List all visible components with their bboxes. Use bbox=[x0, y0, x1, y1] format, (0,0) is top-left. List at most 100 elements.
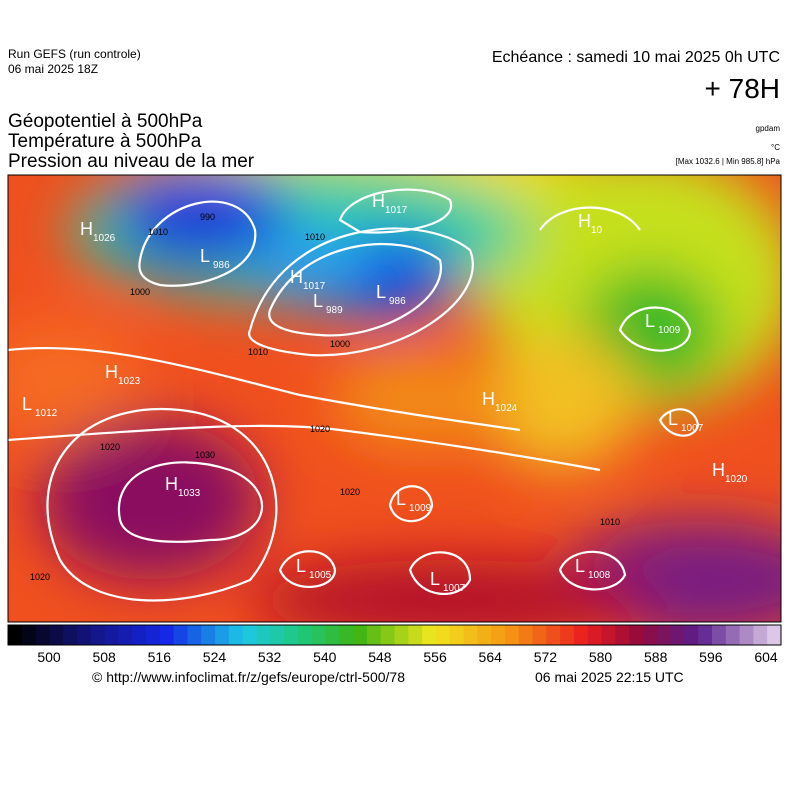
colorbar-swatch bbox=[394, 625, 409, 645]
colorbar-swatch bbox=[711, 625, 727, 645]
colorbar-tick-label: 516 bbox=[148, 649, 172, 665]
center-value: 1008 bbox=[588, 570, 611, 581]
run: Run GEFS (run controle) bbox=[8, 47, 141, 61]
center-letter: H bbox=[712, 460, 725, 480]
colorbar-swatch bbox=[573, 625, 589, 645]
center-letter: H bbox=[290, 267, 303, 287]
colorbar-swatch bbox=[629, 625, 644, 645]
colorbar-swatch bbox=[366, 625, 382, 645]
colorbar-swatch bbox=[670, 625, 685, 645]
center-letter: H bbox=[80, 219, 93, 239]
center-value: 1009 bbox=[658, 325, 681, 336]
center-value: 1009 bbox=[409, 503, 432, 514]
colorbar-swatch bbox=[270, 625, 285, 645]
colorbar-swatch bbox=[242, 625, 257, 645]
colorbar-swatch bbox=[435, 625, 451, 645]
colorbar-swatch bbox=[8, 625, 23, 645]
colorbar-swatch bbox=[491, 625, 506, 645]
colorbar-swatch bbox=[532, 625, 547, 645]
colorbar-swatch bbox=[297, 625, 313, 645]
colorbar-swatch bbox=[159, 625, 175, 645]
center-letter: H bbox=[372, 191, 385, 211]
colorbar-tick-label: 548 bbox=[368, 649, 392, 665]
colorbar: 500 508 516 524 532 540 548 556 564 572 580 588 596 6… bbox=[7, 624, 782, 665]
colorbar-swatch bbox=[684, 625, 699, 645]
colorbar-swatch bbox=[656, 625, 672, 645]
colorbar-tick-label: 524 bbox=[203, 649, 227, 665]
colorbar-swatch bbox=[504, 625, 520, 645]
isobar-label: 1030 bbox=[195, 450, 215, 460]
colorbar-swatch bbox=[353, 625, 368, 645]
colorbar-swatch bbox=[90, 625, 106, 645]
colorbar-swatch bbox=[422, 625, 437, 645]
map-frame bbox=[7, 174, 782, 623]
isobar-label: 1010 bbox=[248, 347, 268, 357]
unit: gpdam bbox=[756, 124, 781, 133]
center-letter: L bbox=[430, 569, 440, 589]
isobar-label: 1000 bbox=[330, 339, 350, 349]
center-value: 1005 bbox=[309, 570, 332, 581]
colorbar-swatch bbox=[518, 625, 534, 645]
center-value: 1017 bbox=[303, 281, 326, 292]
center-letter: L bbox=[313, 291, 323, 311]
colorbar-tick-label: 596 bbox=[699, 649, 723, 665]
colorbar-swatch bbox=[284, 625, 299, 645]
center-value: 1007 bbox=[681, 423, 704, 434]
center-letter: L bbox=[575, 556, 585, 576]
isobar-label: 990 bbox=[200, 212, 215, 222]
title: Température à 500hPa bbox=[8, 131, 202, 152]
center-letter: L bbox=[396, 489, 406, 509]
colorbar-swatch bbox=[408, 625, 423, 645]
isobar-label: 1010 bbox=[305, 232, 325, 242]
isobar-label: 1000 bbox=[130, 287, 150, 297]
colorbar-swatch bbox=[104, 625, 119, 645]
colorbar-swatch bbox=[380, 625, 395, 645]
colorbar-swatch bbox=[35, 625, 50, 645]
colorbar-tick-label: 604 bbox=[754, 649, 778, 665]
colorbar-swatch bbox=[77, 625, 92, 645]
colorbar-tick-label: 556 bbox=[423, 649, 447, 665]
center-value: 1023 bbox=[118, 376, 141, 387]
colorbar-swatch bbox=[449, 625, 465, 645]
colorbar-tick-label: 500 bbox=[37, 649, 61, 665]
lead-time: + 78H bbox=[705, 73, 781, 104]
center-value: 1012 bbox=[35, 408, 58, 419]
center-letter: H bbox=[105, 362, 118, 382]
colorbar-swatch bbox=[477, 625, 492, 645]
colorbar-swatch bbox=[587, 625, 603, 645]
colorbar-tick-label: 588 bbox=[644, 649, 668, 665]
center-letter: H bbox=[165, 474, 178, 494]
colorbar-swatch bbox=[642, 625, 658, 645]
isobar-label: 1020 bbox=[340, 487, 360, 497]
isobar-label: 1020 bbox=[30, 572, 50, 582]
colorbar-tick-label: 580 bbox=[589, 649, 613, 665]
colorbar-tick-label: 564 bbox=[479, 649, 503, 665]
colorbar-swatch bbox=[339, 625, 354, 645]
colorbar-swatch bbox=[63, 625, 78, 645]
center-letter: H bbox=[578, 211, 591, 231]
colorbar-swatch bbox=[118, 625, 133, 645]
colorbar-swatch bbox=[601, 625, 616, 645]
colorbar-swatch bbox=[725, 625, 741, 645]
colorbar-swatch bbox=[173, 625, 188, 645]
center-value: 989 bbox=[326, 305, 343, 316]
colorbar-swatch bbox=[132, 625, 147, 645]
colorbar-swatch bbox=[615, 625, 630, 645]
isobar-label: 1010 bbox=[148, 227, 168, 237]
colorbar-swatch bbox=[325, 625, 340, 645]
center-value: 1033 bbox=[178, 488, 201, 499]
colorbar-swatch bbox=[187, 625, 202, 645]
colorbar-swatch bbox=[546, 625, 561, 645]
run-date: 06 mai 2025 18Z bbox=[8, 62, 98, 76]
isobar-label: 1020 bbox=[310, 424, 330, 434]
colorbar-swatch bbox=[767, 625, 782, 645]
isobar-label: 1010 bbox=[600, 517, 620, 527]
colorbar-swatch bbox=[49, 625, 64, 645]
colorbar-swatch bbox=[698, 625, 713, 645]
colorbar-tick-label: 532 bbox=[258, 649, 282, 665]
center-value: 1024 bbox=[495, 403, 518, 414]
center-letter: L bbox=[376, 282, 386, 302]
colorbar-frame bbox=[7, 624, 782, 646]
source: © http://www.infoclimat.fr/z/gefs/europe… bbox=[92, 669, 405, 685]
